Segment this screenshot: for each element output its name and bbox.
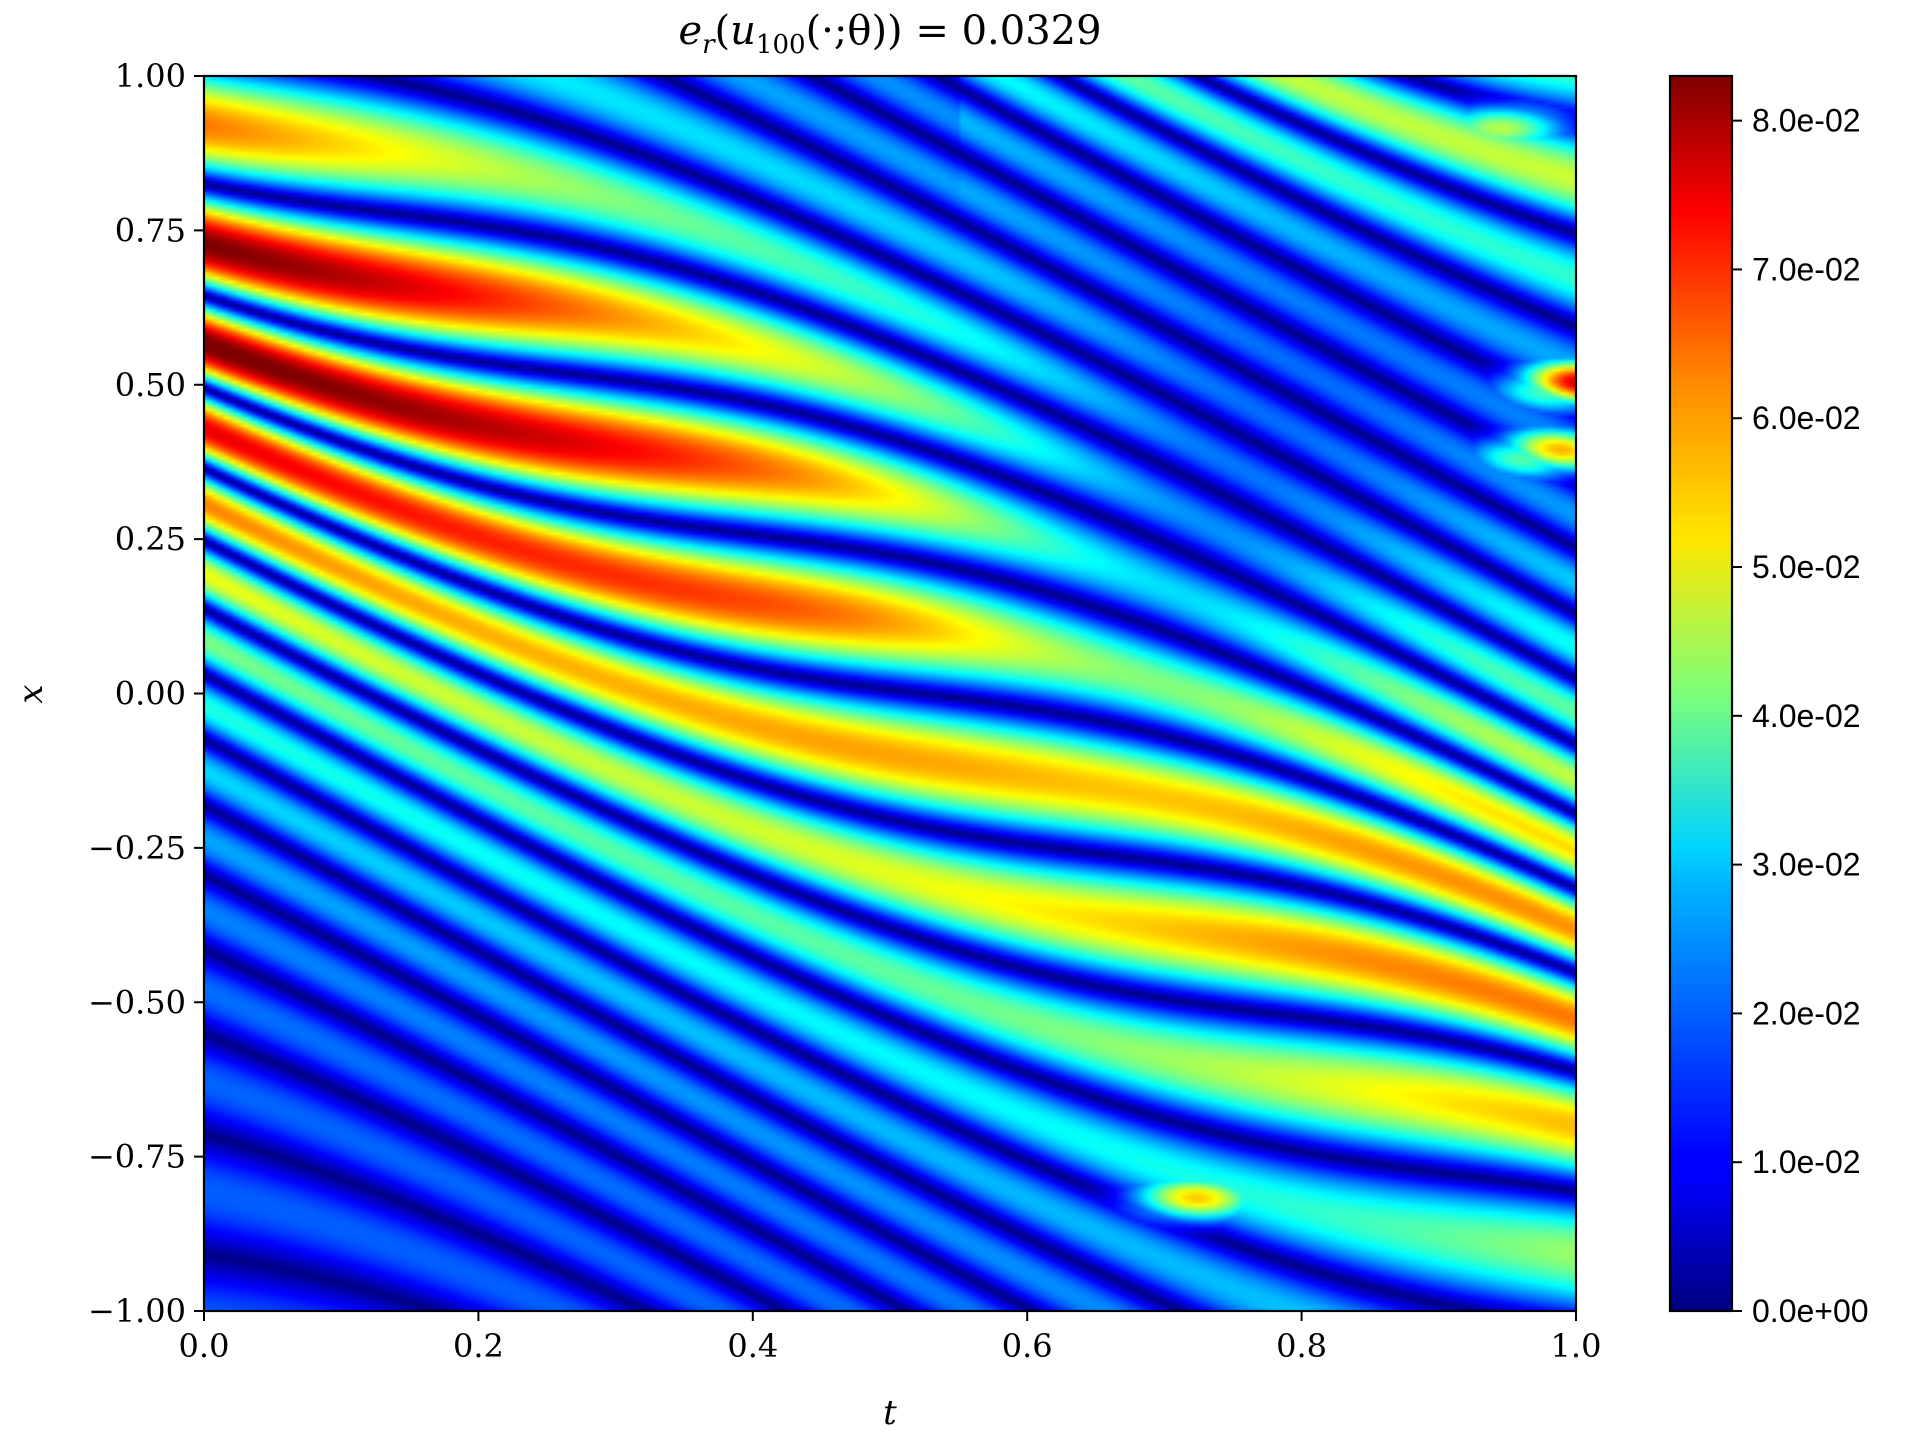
chart-title: er(u100(·;θ)) = 0.0329 xyxy=(678,8,1101,60)
x-tick-label: 0.2 xyxy=(453,1327,504,1365)
x-tick-label: 0.4 xyxy=(727,1327,778,1365)
y-axis-label: x xyxy=(11,684,51,703)
colorbar-tick-label: 0.0e+00 xyxy=(1752,1293,1869,1329)
colorbar-tick-label: 6.0e-02 xyxy=(1752,400,1861,436)
heatmap-field xyxy=(204,76,1576,1311)
y-axis-ticks: 1.00 0.75 0.50 0.25 0.00 −0.25 −0.50 −0.75 −1.00 xyxy=(88,57,204,1330)
y-tick-label: −0.50 xyxy=(88,983,186,1021)
y-tick-label: 1.00 xyxy=(115,57,186,95)
colorbar-gradient xyxy=(1670,76,1732,1311)
y-tick-label: 0.75 xyxy=(115,211,186,249)
heatmap-image xyxy=(204,76,1576,1311)
colorbar-tick-label: 4.0e-02 xyxy=(1752,698,1861,734)
x-axis-ticks: 0.0 0.2 0.4 0.6 0.8 1.0 xyxy=(179,1311,1602,1365)
y-tick-label: 0.25 xyxy=(115,520,186,558)
y-tick-label: 0.00 xyxy=(115,675,186,713)
y-tick-label: −0.75 xyxy=(88,1138,186,1176)
colorbar-tick-label: 8.0e-02 xyxy=(1752,103,1861,139)
y-tick-label: −1.00 xyxy=(88,1292,186,1330)
y-tick-label: 0.50 xyxy=(115,366,186,404)
colorbar-tick-label: 5.0e-02 xyxy=(1752,549,1861,585)
colorbar-frame xyxy=(1668,74,1734,1313)
colorbar-tick-label: 2.0e-02 xyxy=(1752,995,1861,1031)
colorbar-tick-label: 7.0e-02 xyxy=(1752,251,1861,287)
colorbar-ticks: 0.0e+00 1.0e-02 2.0e-02 3.0e-02 4.0e-02 5.0e-… xyxy=(1732,103,1869,1329)
x-tick-label: 0.8 xyxy=(1276,1327,1327,1365)
y-tick-label: −0.25 xyxy=(88,829,186,867)
x-tick-label: 0.6 xyxy=(1002,1327,1053,1365)
colorbar-tick-label: 3.0e-02 xyxy=(1752,847,1861,883)
x-axis-label: t xyxy=(883,1393,897,1433)
x-tick-label: 1.0 xyxy=(1551,1327,1602,1365)
x-tick-label: 0.0 xyxy=(179,1327,230,1365)
colorbar-tick-label: 1.0e-02 xyxy=(1752,1144,1861,1180)
